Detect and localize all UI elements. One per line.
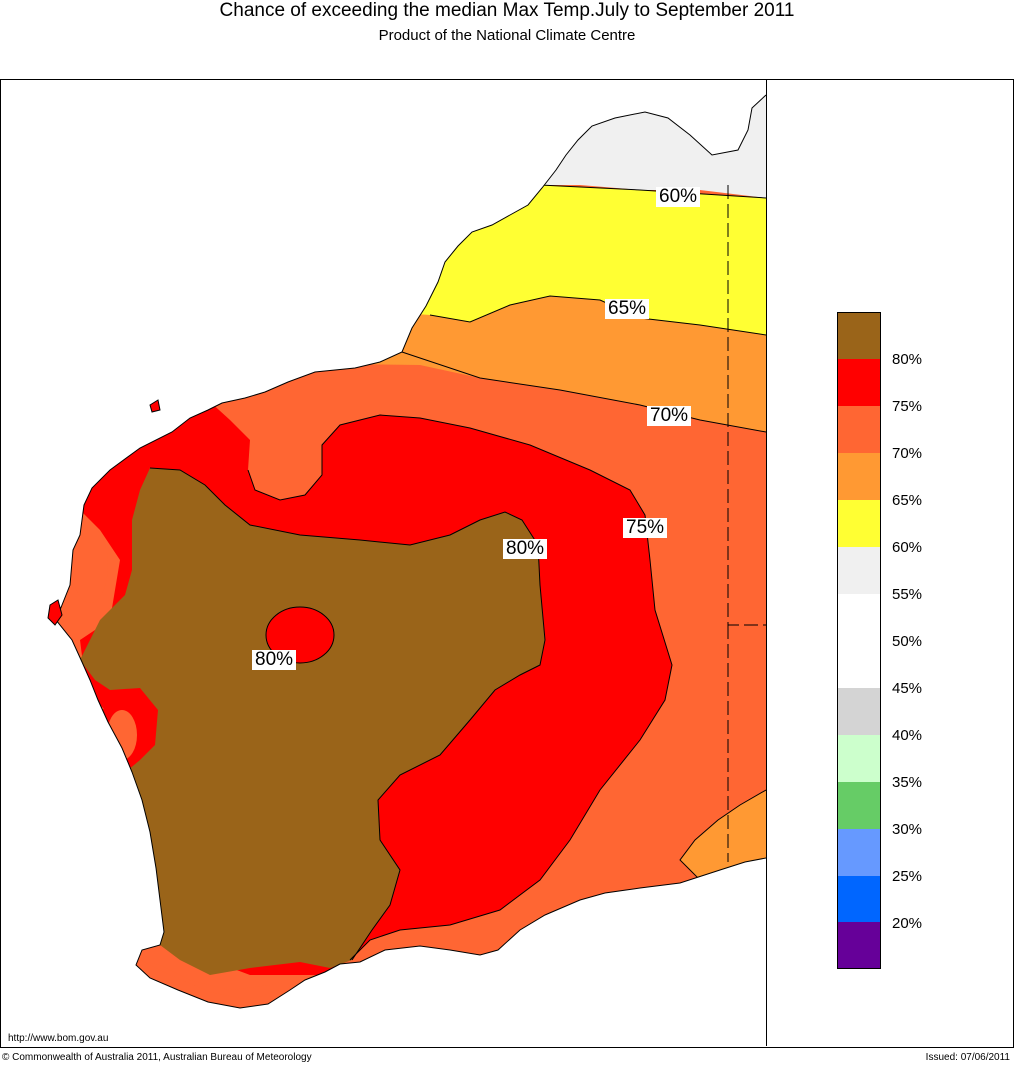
legend-swatch bbox=[837, 453, 881, 500]
legend-swatch bbox=[837, 876, 881, 923]
region-55-60 bbox=[56, 95, 766, 198]
region-70-75-west-spot bbox=[72, 527, 108, 603]
contour-label-60: 60% bbox=[656, 187, 701, 207]
legend-swatch bbox=[837, 406, 881, 453]
contour-label-80-east: 80% bbox=[503, 539, 548, 559]
legend-label: 80% bbox=[892, 351, 923, 368]
contour-label-70: 70% bbox=[647, 406, 692, 426]
legend-swatch bbox=[837, 359, 881, 406]
island-north bbox=[149, 399, 161, 413]
legend-label: 25% bbox=[892, 868, 923, 885]
issued-date: Issued: 07/06/2011 bbox=[925, 1052, 1010, 1063]
map-subtitle: Product of the National Climate Centre bbox=[378, 27, 636, 44]
legend-label: 45% bbox=[892, 680, 923, 697]
legend-label: 75% bbox=[892, 398, 923, 415]
map-title: Chance of exceeding the median Max Temp.… bbox=[219, 0, 795, 21]
legend-swatch bbox=[837, 735, 881, 782]
legend-label: 55% bbox=[892, 586, 923, 603]
legend-swatch bbox=[837, 641, 881, 688]
state-border bbox=[727, 185, 766, 862]
contour-label-75: 75% bbox=[623, 518, 668, 538]
legend-label: 70% bbox=[892, 445, 923, 462]
region-70-75-south-coast bbox=[140, 960, 300, 1000]
legend-swatch bbox=[837, 312, 881, 359]
region-above-80 bbox=[80, 468, 545, 975]
legend-label: 35% bbox=[892, 774, 923, 791]
coastline bbox=[55, 94, 767, 1009]
map-divider bbox=[766, 80, 767, 1046]
legend-label: 30% bbox=[892, 821, 923, 838]
contour-label-80-central: 80% bbox=[252, 650, 297, 670]
legend-label: 50% bbox=[892, 633, 923, 650]
region-65-70-se bbox=[680, 790, 766, 880]
land-regions bbox=[56, 95, 766, 1008]
legend-label: 40% bbox=[892, 727, 923, 744]
legend-label: 65% bbox=[892, 492, 923, 509]
legend-swatch bbox=[837, 594, 881, 641]
source-url: http://www.bom.gov.au bbox=[8, 1033, 109, 1044]
legend-swatch bbox=[837, 500, 881, 547]
copyright-notice: © Commonwealth of Australia 2011, Austra… bbox=[2, 1052, 312, 1063]
legend-swatch bbox=[837, 782, 881, 829]
legend-swatch bbox=[837, 829, 881, 876]
region-70-75-sw-spot bbox=[107, 710, 137, 760]
legend-swatch bbox=[837, 688, 881, 735]
contour-label-65: 65% bbox=[605, 299, 650, 319]
legend-label: 60% bbox=[892, 539, 923, 556]
region-75-80-island bbox=[266, 607, 334, 663]
legend-label: 20% bbox=[892, 915, 923, 932]
legend-swatch bbox=[837, 922, 881, 969]
legend-swatch bbox=[837, 547, 881, 594]
region-60-65 bbox=[56, 170, 766, 335]
island-shark-bay bbox=[47, 599, 63, 626]
